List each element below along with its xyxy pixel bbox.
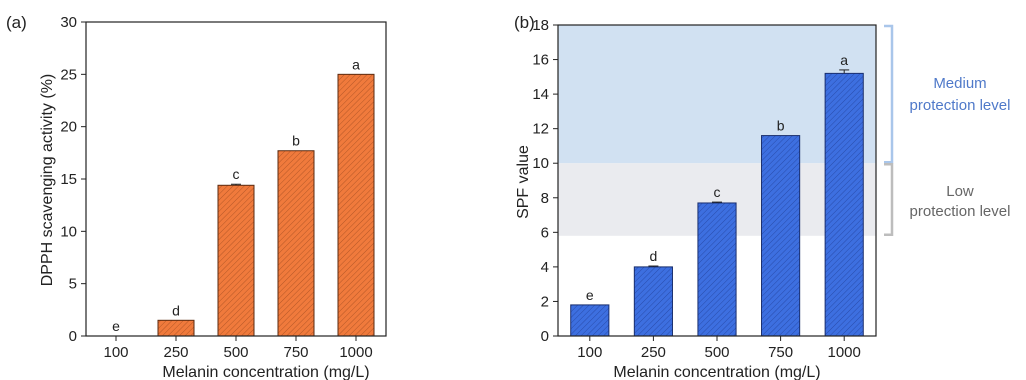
y-axis-title-b: SPF value	[515, 145, 532, 219]
band-label-low-line1: Low	[946, 183, 974, 200]
bar-hatch-1000	[338, 74, 374, 336]
x-tick-label-500: 500	[704, 344, 729, 361]
bar-hatch-250	[634, 266, 673, 336]
protection-band-medium	[558, 25, 876, 164]
chart-panel-a: (a) DPPH scavenging activity (%) Melanin…	[6, 13, 387, 380]
band-label-low-line2: protection level	[910, 203, 1011, 220]
bar-hatch-750	[278, 150, 314, 336]
y-tick-label-5: 5	[69, 276, 77, 293]
x-tick-label-250: 250	[163, 344, 188, 361]
x-tick-label-250: 250	[641, 344, 666, 361]
plot-frame-a	[85, 21, 387, 337]
y-tick-label-10: 10	[60, 223, 77, 240]
significance-letter-1000: a	[352, 56, 360, 72]
y-tick-label-10: 10	[532, 155, 549, 172]
band-label-medium-line1: Medium	[933, 75, 986, 92]
y-tick-label-25: 25	[60, 66, 77, 83]
x-tick-label-1000: 1000	[828, 344, 861, 361]
y-tick-label-6: 6	[541, 224, 549, 241]
y-axis-title-a: DPPH scavenging activity (%)	[39, 74, 56, 287]
y-tick-label-4: 4	[541, 259, 549, 276]
x-tick-label-100: 100	[103, 344, 128, 361]
x-tick-label-1000: 1000	[339, 344, 372, 361]
y-tick-label-12: 12	[532, 121, 549, 138]
significance-letter-100: e	[586, 287, 594, 303]
chart-panel-b: (b) SPF value Melanin concentration (mg/…	[514, 13, 1010, 380]
significance-letter-1000: a	[840, 52, 848, 68]
x-axis-title-b: Melanin concentration (mg/L)	[613, 364, 820, 380]
significance-letter-100: e	[112, 318, 120, 334]
y-tick-label-18: 18	[532, 17, 549, 34]
panel-label-a: (a)	[6, 13, 27, 32]
significance-letter-750: b	[292, 133, 300, 149]
y-tick-label-30: 30	[60, 14, 77, 31]
panel-label-b: (b)	[514, 13, 535, 32]
bar-hatch-500	[218, 185, 254, 336]
plot-frame-b	[557, 24, 877, 337]
band-label-medium-line2: protection level	[910, 97, 1011, 114]
band-bracket-low	[884, 162, 894, 237]
y-tick-label-14: 14	[532, 86, 549, 103]
y-tick-label-15: 15	[60, 171, 77, 188]
bar-hatch-750	[761, 135, 800, 336]
bar-hatch-500	[697, 202, 737, 336]
band-bracket-medium	[884, 24, 894, 164]
y-tick-label-16: 16	[532, 52, 549, 69]
x-tick-label-500: 500	[223, 344, 248, 361]
x-axis-title-a: Melanin concentration (mg/L)	[162, 364, 369, 380]
y-tick-label-0: 0	[69, 328, 77, 345]
x-tick-label-100: 100	[577, 344, 602, 361]
significance-letter-500: c	[233, 166, 240, 182]
y-tick-label-0: 0	[541, 328, 549, 345]
x-tick-label-750: 750	[768, 344, 793, 361]
y-tick-label-20: 20	[60, 119, 77, 136]
bar-hatch-250	[158, 320, 194, 336]
y-tick-label-8: 8	[541, 190, 549, 207]
significance-letter-250: d	[172, 302, 180, 318]
significance-letter-500: c	[714, 184, 721, 200]
significance-letter-250: d	[650, 248, 658, 264]
significance-letter-750: b	[777, 118, 785, 134]
x-tick-label-750: 750	[283, 344, 308, 361]
y-tick-label-2: 2	[541, 293, 549, 310]
bar-hatch-100	[570, 304, 609, 336]
bar-hatch-1000	[825, 73, 864, 336]
